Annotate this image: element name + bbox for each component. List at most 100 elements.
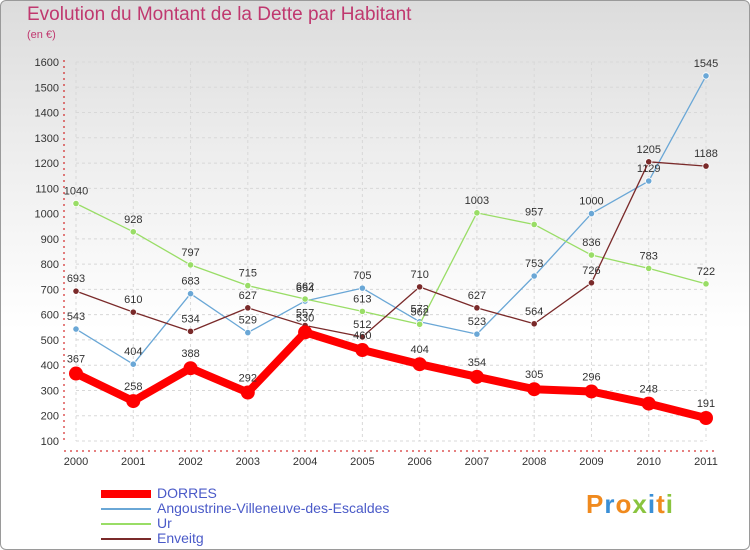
- data-label: 1040: [64, 185, 88, 197]
- x-tick-label: 2000: [64, 456, 88, 468]
- data-point: [244, 329, 252, 337]
- data-label: 1205: [636, 144, 660, 156]
- y-tick-label: 1500: [35, 82, 59, 94]
- data-point: [244, 304, 252, 312]
- data-point: [72, 199, 80, 208]
- legend-label: Angoustrine-Villeneuve-des-Escaldes: [157, 500, 390, 516]
- data-label: 928: [124, 214, 142, 226]
- x-tick-label: 2004: [293, 456, 317, 468]
- data-label: 705: [353, 270, 371, 282]
- logo-letter: x: [632, 489, 648, 519]
- legend-swatch: [101, 508, 151, 510]
- data-label: 296: [582, 371, 600, 383]
- data-label: 710: [410, 269, 428, 281]
- x-tick-label: 2007: [465, 456, 489, 468]
- data-label: 1003: [465, 195, 489, 207]
- data-label: 512: [353, 319, 371, 331]
- data-label: 258: [124, 381, 142, 393]
- data-point: [183, 361, 198, 376]
- data-point: [699, 411, 713, 426]
- data-point: [72, 325, 80, 333]
- logo-letter: i: [647, 489, 657, 519]
- data-point: [69, 366, 83, 381]
- data-point: [587, 251, 596, 259]
- data-point: [355, 343, 370, 358]
- x-tick-label: 2011: [694, 456, 718, 468]
- legend-swatch: [101, 523, 151, 525]
- data-point: [301, 295, 309, 303]
- legend-label: DORRES: [157, 485, 217, 501]
- y-tick-label: 1400: [35, 108, 59, 120]
- data-point: [416, 320, 424, 328]
- data-label: 529: [239, 315, 257, 327]
- data-label: 726: [582, 265, 600, 277]
- data-point: [702, 162, 710, 170]
- data-label: 354: [468, 357, 486, 369]
- x-tick-label: 2005: [350, 456, 374, 468]
- data-point: [244, 282, 252, 290]
- data-label: 957: [525, 206, 543, 218]
- data-label: 693: [67, 273, 85, 285]
- data-label: 783: [640, 250, 658, 262]
- data-point: [358, 333, 366, 341]
- legend-swatch: [101, 490, 151, 498]
- data-label: 543: [67, 311, 85, 323]
- data-point: [129, 308, 137, 316]
- x-tick-label: 2010: [636, 456, 660, 468]
- y-tick-label: 800: [41, 259, 59, 271]
- x-tick-label: 2001: [121, 456, 145, 468]
- y-tick-label: 1000: [35, 209, 59, 221]
- data-point: [469, 369, 484, 384]
- data-label: 530: [296, 312, 314, 324]
- data-label: 534: [181, 313, 199, 325]
- y-axis-unit: (en €): [27, 29, 56, 41]
- series-line-dorres: [72, 328, 710, 423]
- legend-entry-angoustrine: Angoustrine-Villeneuve-des-Escaldes: [101, 500, 441, 516]
- y-tick-label: 1300: [35, 133, 59, 145]
- data-point: [530, 320, 538, 328]
- data-label: 292: [239, 372, 257, 384]
- logo-letter: t: [656, 489, 666, 519]
- data-point: [587, 210, 596, 218]
- y-tick-label: 100: [41, 436, 59, 448]
- legend-entry-enveitg: Enveitg: [101, 530, 441, 546]
- data-label: 610: [124, 294, 142, 306]
- logo-letter: P: [586, 489, 605, 519]
- data-point: [186, 290, 195, 298]
- data-point: [641, 396, 656, 411]
- data-label: 404: [124, 346, 142, 358]
- legend-entry-ur: Ur: [101, 515, 441, 531]
- data-point: [645, 264, 653, 273]
- data-label: 613: [353, 293, 371, 305]
- data-label: 1129: [637, 163, 661, 175]
- y-tick-label: 700: [41, 284, 59, 296]
- data-label: 564: [525, 306, 543, 318]
- y-tick-label: 300: [41, 385, 59, 397]
- data-label: 557: [296, 308, 314, 320]
- data-point: [412, 357, 427, 372]
- data-label: 722: [697, 266, 715, 278]
- data-point: [129, 360, 137, 368]
- data-label: 1188: [694, 148, 718, 160]
- data-point: [645, 158, 653, 166]
- y-tick-label: 400: [41, 360, 59, 372]
- series-line-enveitg: [75, 161, 707, 338]
- data-label: 460: [353, 330, 371, 342]
- data-point: [473, 304, 481, 312]
- proxiti-logo: Proxiti: [586, 489, 674, 520]
- data-label: 753: [525, 258, 543, 270]
- data-point: [587, 279, 596, 287]
- data-point: [645, 177, 653, 185]
- data-label: 367: [67, 354, 85, 366]
- x-tick-label: 2003: [236, 456, 260, 468]
- data-label: 662: [296, 281, 314, 293]
- series-line-ur: [75, 202, 707, 325]
- logo-letter: r: [604, 489, 616, 519]
- data-label: 836: [582, 237, 600, 249]
- data-point: [530, 220, 538, 229]
- y-tick-label: 600: [41, 310, 59, 322]
- data-label: 388: [181, 348, 199, 360]
- logo-letter: o: [615, 489, 633, 519]
- data-label: 654: [296, 283, 314, 295]
- data-point: [72, 287, 80, 295]
